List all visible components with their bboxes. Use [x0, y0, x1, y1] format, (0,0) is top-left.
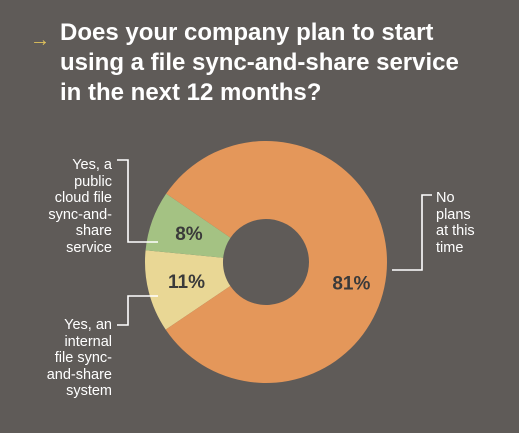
label-line: public: [74, 173, 112, 190]
chart-title: Does your company plan to start using a …: [60, 18, 500, 108]
title-line: using a file sync-and-share service: [60, 49, 459, 76]
slice-no-plans: [165, 140, 387, 384]
slice-internal: [145, 193, 231, 258]
label-line: Yes, an: [64, 317, 112, 333]
label-line: and-share: [46, 366, 112, 383]
label-line: share: [75, 223, 112, 239]
arrow-icon: →: [30, 29, 50, 51]
title-line: Does your company plan to start: [60, 19, 434, 46]
value-label-internal: 8%: [175, 224, 203, 245]
label-line: cloud file: [54, 190, 112, 206]
slice-public-cloud: [145, 250, 231, 330]
label-line: time: [436, 239, 464, 256]
label-line: internal: [64, 333, 112, 350]
label-line: system: [66, 383, 112, 399]
label-line: service: [66, 239, 112, 256]
title-line: in the next 12 months?: [60, 79, 322, 106]
legend-label-public-cloud: Yes, a public cloud file sync-and- share…: [20, 157, 112, 256]
value-label-public-cloud: 11%: [168, 272, 205, 293]
label-line: sync-and-: [48, 206, 112, 223]
label-line: at this: [436, 223, 475, 239]
leader-line-no-plans: [392, 194, 432, 271]
value-label-no-plans: 81%: [332, 273, 370, 294]
label-line: file sync-: [54, 350, 112, 366]
label-line: No: [436, 190, 455, 206]
label-line: plans: [436, 206, 471, 223]
legend-label-no-plans: No plans at this time: [436, 190, 506, 256]
legend-label-internal: Yes, an internal file sync- and-share sy…: [20, 317, 112, 400]
label-line: Yes, a: [72, 157, 112, 173]
leader-line-internal: [117, 295, 158, 326]
leader-line-public-cloud: [117, 159, 158, 243]
